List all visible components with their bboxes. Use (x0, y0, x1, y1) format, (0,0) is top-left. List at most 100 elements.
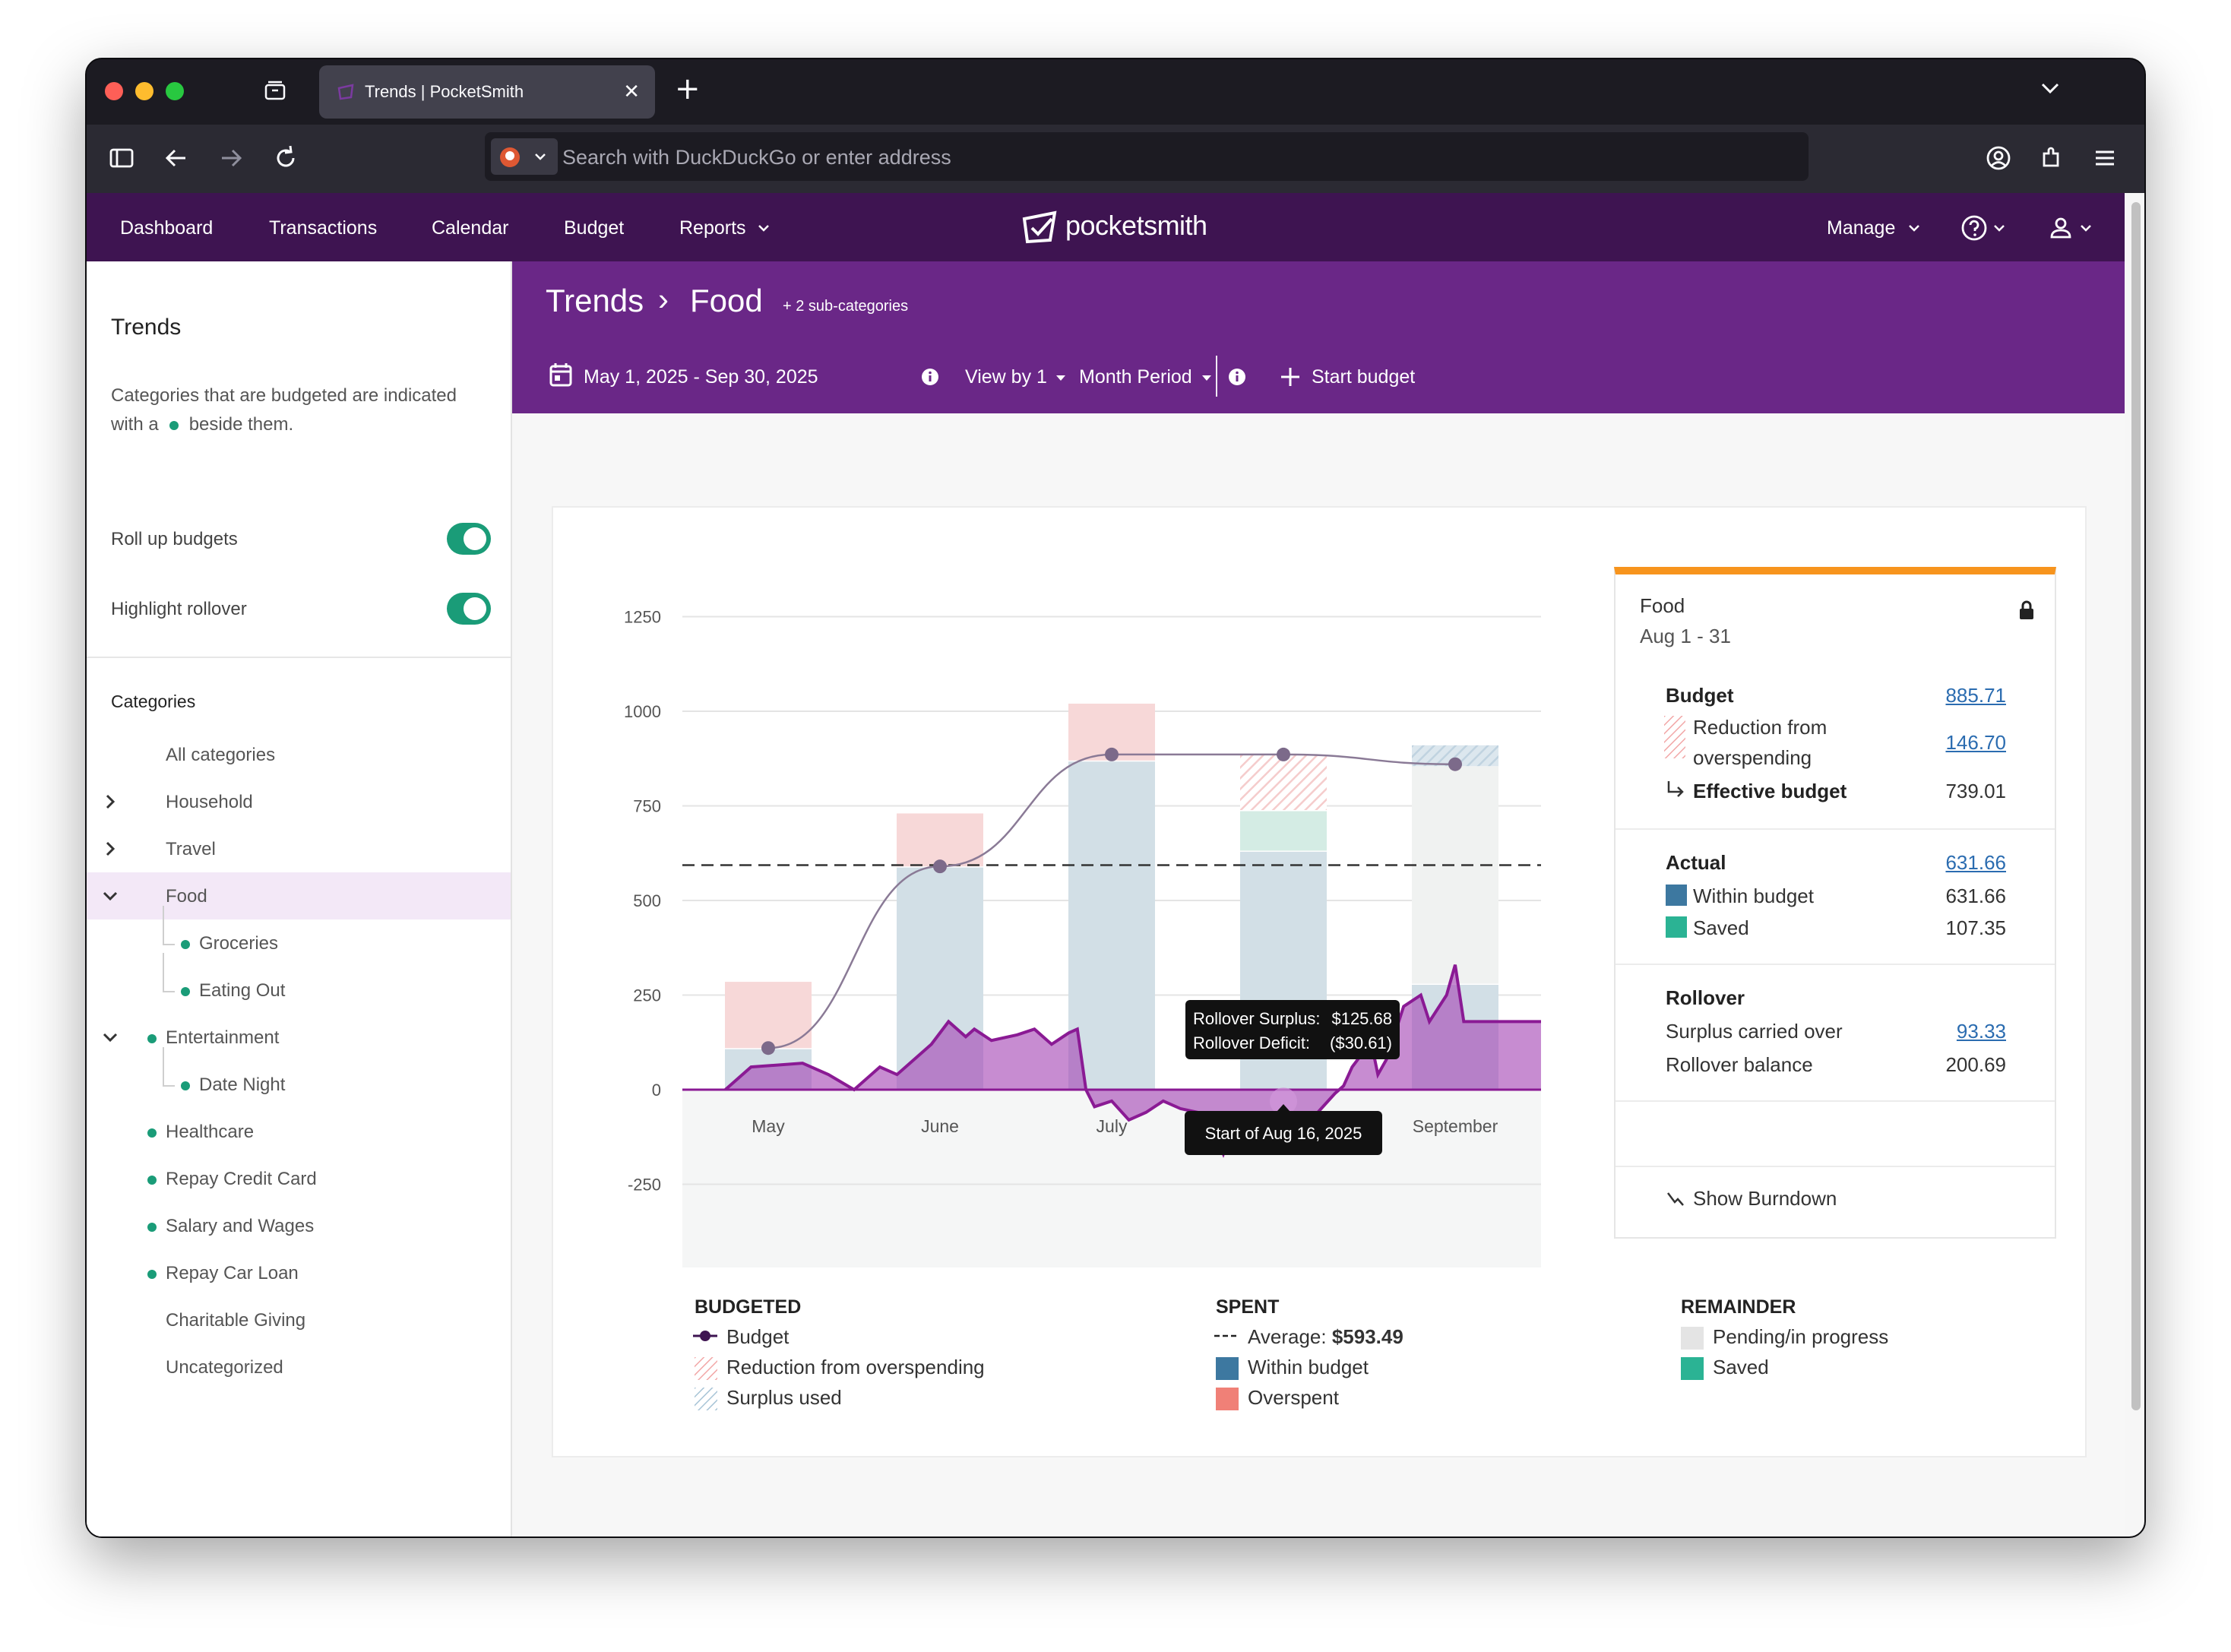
within-budget-value: 631.66 (1945, 885, 2006, 907)
actual-value-link[interactable]: 631.66 (1945, 851, 2006, 874)
y-tick-label: 1000 (624, 702, 661, 721)
chevron-down-icon (2081, 225, 2091, 232)
nav-manage[interactable]: Manage (1827, 217, 1896, 239)
nav-calendar[interactable]: Calendar (432, 217, 509, 239)
budget-value-link[interactable]: 885.71 (1945, 684, 2006, 707)
pocketsmith-logo[interactable]: pocketsmith (1020, 208, 1207, 246)
nav-transactions[interactable]: Transactions (269, 217, 378, 239)
close-window-button[interactable] (105, 82, 123, 100)
category-item[interactable]: Charitable Giving (87, 1296, 511, 1343)
minimize-window-button[interactable] (135, 82, 153, 100)
budget-line-marker-icon (693, 1331, 717, 1341)
bar-overspent (725, 982, 812, 1049)
tree-connector (163, 1047, 175, 1087)
view-by-select[interactable]: View by 1 (965, 366, 1047, 388)
calendar-icon (549, 363, 572, 387)
date-range-picker[interactable]: May 1, 2025 - Sep 30, 2025 (584, 366, 818, 388)
legend-overspent: Overspent (1248, 1386, 1339, 1409)
category-label: Repay Car Loan (166, 1263, 299, 1283)
forward-arrow-icon[interactable] (216, 143, 246, 173)
browser-tab[interactable]: Trends | PocketSmith ✕ (319, 65, 655, 119)
extensions-icon[interactable] (2036, 143, 2067, 173)
budget-point (1105, 747, 1119, 761)
browser-window: Trends | PocketSmith ✕ + (85, 58, 2146, 1538)
reduction-value-link[interactable]: 146.70 (1945, 731, 2006, 754)
tab-close-icon[interactable]: ✕ (623, 81, 640, 103)
category-item[interactable]: Healthcare (87, 1108, 511, 1155)
chevron-down-icon (1909, 225, 1919, 232)
budgeted-dot-icon (147, 1270, 157, 1279)
header-divider (1216, 356, 1217, 397)
y-tick-label: 0 (652, 1081, 661, 1100)
scrollbar-thumb[interactable] (2131, 202, 2141, 1410)
category-item[interactable]: Repay Car Loan (87, 1249, 511, 1296)
panel-title: Food (1640, 594, 1685, 617)
panel-divider (1615, 828, 2055, 830)
hover-marker (1270, 1087, 1297, 1116)
surplus-carried-value-link[interactable]: 93.33 (1956, 1020, 2006, 1043)
start-budget-button[interactable]: Start budget (1312, 366, 1416, 388)
chevron-right-icon[interactable] (100, 792, 120, 812)
nav-budget[interactable]: Budget (564, 217, 625, 239)
maximize-window-button[interactable] (166, 82, 184, 100)
panel-divider (1615, 1100, 2055, 1102)
account-icon[interactable] (1983, 143, 2014, 173)
sidebar-toggle-icon[interactable] (106, 143, 137, 173)
chevron-right-icon[interactable] (100, 839, 120, 859)
saved-value: 107.35 (1945, 916, 2006, 939)
sub-categories-link[interactable]: + 2 sub-categories (783, 298, 909, 315)
tab-title: Trends | PocketSmith (365, 82, 524, 101)
reload-icon[interactable] (271, 143, 301, 173)
period-select[interactable]: Month Period (1079, 366, 1192, 388)
category-item[interactable]: Date Night (87, 1047, 511, 1108)
tooltip-deficit-label: Rollover Deficit: (1193, 1033, 1310, 1052)
category-item[interactable]: Eating Out (87, 953, 511, 1014)
menu-icon[interactable] (2090, 143, 2120, 173)
back-arrow-icon[interactable] (161, 143, 191, 173)
roll-up-budgets-toggle[interactable] (447, 523, 491, 555)
new-tab-button[interactable]: + (675, 71, 701, 106)
info-icon[interactable] (1228, 368, 1246, 386)
legend-budgeted-heading: BUDGETED (695, 1296, 802, 1318)
panel-period: Aug 1 - 31 (1640, 625, 1731, 647)
category-item[interactable]: Food (87, 872, 511, 919)
info-icon[interactable] (921, 368, 939, 386)
user-icon[interactable] (2047, 214, 2074, 242)
category-label: Salary and Wages (166, 1216, 315, 1236)
return-arrow-icon (1667, 781, 1684, 797)
x-tooltip (1185, 1111, 1382, 1155)
category-item[interactable]: All categories (87, 731, 511, 778)
category-label: Charitable Giving (166, 1310, 306, 1331)
category-item[interactable]: Travel (87, 825, 511, 872)
rollover-tooltip (1185, 1000, 1400, 1059)
show-burndown-button[interactable]: Show Burndown (1693, 1187, 1837, 1210)
reduction-label-line2: overspending (1693, 746, 1812, 769)
budgeted-dot-icon (147, 1128, 157, 1138)
breadcrumb-separator: › (658, 281, 669, 317)
nav-dashboard[interactable]: Dashboard (120, 217, 214, 239)
nav-reports[interactable]: Reports (679, 217, 746, 239)
address-bar[interactable]: Search with DuckDuckGo or enter address (485, 132, 1809, 181)
page-scrollbar[interactable] (2125, 193, 2144, 1536)
help-icon[interactable] (1960, 214, 1988, 242)
categories-heading: Categories (111, 691, 196, 711)
category-item[interactable]: Repay Credit Card (87, 1155, 511, 1202)
budget-point (761, 1041, 775, 1055)
category-item[interactable]: Entertainment (87, 1014, 511, 1061)
chevron-down-icon[interactable] (100, 886, 120, 906)
address-placeholder: Search with DuckDuckGo or enter address (562, 146, 951, 169)
bar-pending-in-progress (1412, 766, 1498, 984)
roll-up-budgets-label: Roll up budgets (111, 529, 238, 549)
tab-list-icon[interactable] (263, 79, 287, 103)
chevron-down-icon[interactable] (2036, 74, 2064, 102)
category-item[interactable]: Household (87, 778, 511, 825)
chevron-down-icon[interactable] (100, 1027, 120, 1047)
site-identity-button[interactable] (491, 138, 558, 175)
rollover-balance-label: Rollover balance (1666, 1053, 1813, 1076)
category-label: Travel (166, 839, 216, 859)
category-item[interactable]: Salary and Wages (87, 1202, 511, 1249)
category-item[interactable]: Uncategorized (87, 1343, 511, 1391)
breadcrumb-trends[interactable]: Trends (546, 283, 644, 318)
highlight-rollover-toggle[interactable] (447, 593, 491, 625)
category-item[interactable]: Groceries (87, 906, 511, 967)
